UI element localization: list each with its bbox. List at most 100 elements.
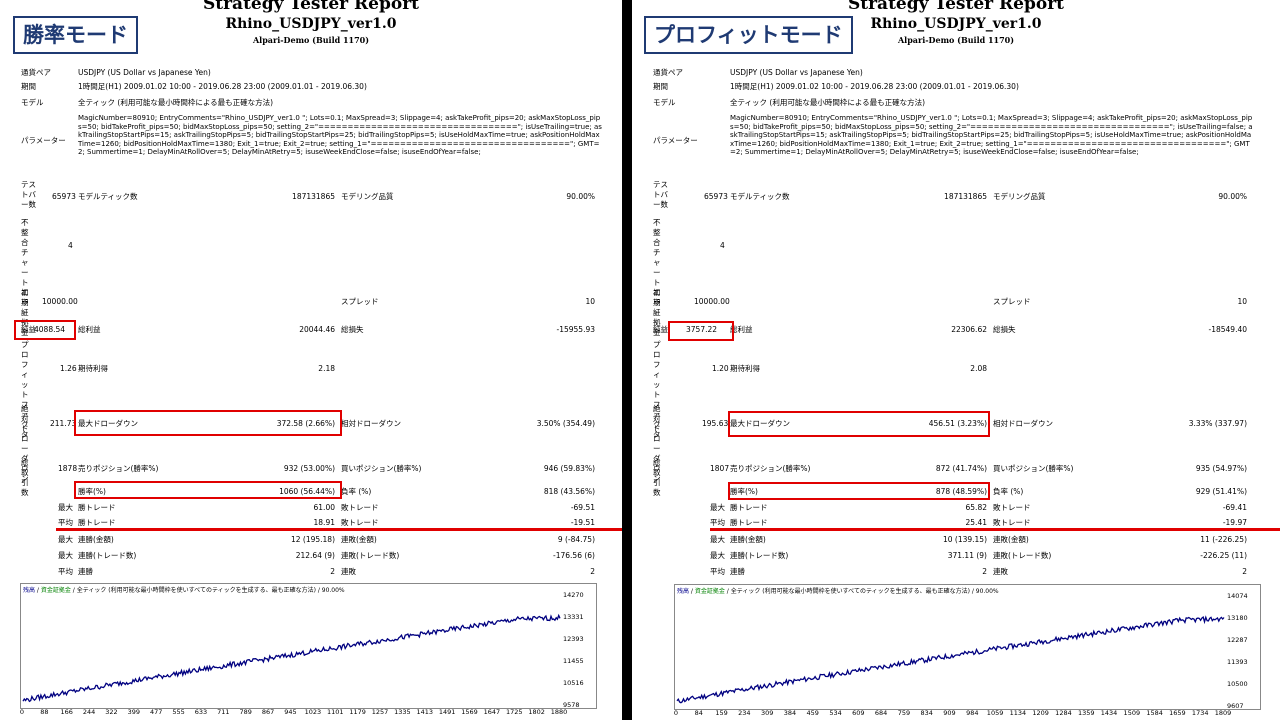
gross-loss-label: 総損失 — [993, 325, 1016, 334]
x-tick-label: 834 — [920, 709, 933, 717]
gross-profit-label: 総利益 — [730, 325, 753, 334]
long-label: 買いポジション(勝率%) — [993, 464, 1074, 473]
consec-loss-money-label: 連敗(金額) — [341, 535, 377, 544]
gross-loss-label: 総損失 — [341, 325, 364, 334]
lossrate-value: 929 (51.41%) — [1195, 487, 1247, 496]
consec-win-money-label: 連勝(金額) — [78, 535, 114, 544]
model-label: モデル — [21, 98, 44, 107]
maxdd-label: 最大ドローダウン — [730, 419, 790, 428]
x-tick-label: 1209 — [1032, 709, 1049, 717]
mode-title: プロフィットモード — [644, 16, 853, 54]
consec-win-money-label: 連勝(金額) — [730, 535, 766, 544]
lossrate-value: 818 (43.56%) — [543, 487, 595, 496]
report-panel-profit: Strategy Tester Report Rhino_USDJPY_ver1… — [632, 0, 1280, 720]
x-tick-label: 477 — [150, 708, 163, 716]
pair-label: 通貨ペア — [21, 68, 51, 77]
balance-line — [676, 615, 1225, 704]
mismatch-label: 不整合チャートエラー — [21, 218, 29, 317]
legend-balance: 残高 — [677, 588, 690, 595]
x-tick-label: 1134 — [1009, 709, 1027, 717]
period-label: 期間 — [21, 82, 36, 91]
avg-consec-win-label: 連勝 — [730, 567, 745, 576]
x-tick-label: 166 — [60, 708, 73, 716]
reldd-label: 相対ドローダウン — [993, 419, 1053, 428]
bars-value: 65973 — [704, 192, 728, 201]
x-tick-label: 1734 — [1191, 709, 1209, 717]
net-label: 純益 — [21, 325, 36, 334]
x-tick-label: 1659 — [1169, 709, 1186, 717]
y-tick-label: 13331 — [563, 613, 584, 621]
x-tick-label: 322 — [105, 708, 118, 716]
x-tick-label: 1725 — [505, 708, 523, 716]
balance-line-plot — [22, 613, 561, 703]
expected-value: 2.08 — [970, 364, 987, 373]
x-tick-label: 244 — [82, 708, 96, 716]
x-tick-label: 609 — [852, 709, 865, 717]
total-label: 総取引数 — [653, 458, 661, 497]
avg-consec-loss-label: 連敗 — [341, 567, 356, 576]
ticks-value: 187131865 — [944, 192, 987, 201]
model-value: 全ティック (利用可能な最小時間枠による最も正確な方法) — [730, 98, 926, 107]
x-tick-label: 88 — [40, 708, 49, 716]
x-tick-label: 459 — [806, 709, 819, 717]
avg-trade-underline — [710, 528, 1280, 531]
spread-value: 10 — [585, 297, 595, 306]
x-tick-label: 1880 — [550, 708, 568, 716]
x-tick-label: 0 — [19, 708, 25, 716]
absdd-value: 211.73 — [50, 419, 77, 428]
legend-description: / 全ティック (利用可能な最小時間枠を使いすべてのティックを生成する、最も正確… — [724, 588, 999, 595]
maxdd-value: 456.51 (3.23%) — [928, 419, 987, 428]
consec-win-money-value: 12 (195.18) — [290, 535, 335, 544]
legend-equity: 資金証拠金 — [40, 587, 71, 594]
consec-loss-count-value: -176.56 (6) — [553, 551, 595, 560]
gross-loss-value: -15955.93 — [556, 325, 596, 334]
x-tick-label: 1335 — [394, 708, 411, 716]
reldd-label: 相対ドローダウン — [341, 419, 401, 428]
spread-value: 10 — [1237, 297, 1247, 306]
report-subtitle: Rhino_USDJPY_ver1.0 — [870, 16, 1042, 32]
x-tick-label: 1359 — [1077, 709, 1095, 717]
consec-loss-count-label: 連敗(トレード数) — [993, 551, 1052, 560]
balance-chart: 残高 / 資金証拠金 / 全ティック (利用可能な最小時間枠を使いすべてのティッ… — [20, 583, 597, 709]
avg-label-1: 平均 — [58, 518, 73, 527]
x-tick-label: 1023 — [304, 708, 322, 716]
mode-title: 勝率モード — [13, 16, 138, 54]
deposit-label: 初期証拠金 — [21, 288, 29, 337]
legend-separator: / — [689, 588, 695, 595]
balance-line — [22, 613, 561, 703]
maxwin-label: 勝トレード — [730, 503, 768, 512]
x-tick-label: 1101 — [326, 708, 344, 716]
gross-profit-value: 22306.62 — [951, 325, 987, 334]
pf-value: 1.20 — [712, 364, 729, 373]
avg-consec-loss-label: 連敗 — [993, 567, 1008, 576]
max-label-2: 最大 — [58, 535, 73, 544]
y-tick-label: 9578 — [563, 701, 580, 709]
total-value: 1807 — [710, 464, 730, 473]
winrate-value: 878 (48.59%) — [935, 487, 987, 496]
absdd-label: 絶対ドローダウン — [21, 404, 29, 483]
quality-label: モデリング品質 — [993, 192, 1046, 201]
params-label: パラメーター — [653, 136, 698, 145]
avgloss-value: -19.51 — [570, 518, 595, 527]
spread-label: スプレッド — [341, 297, 379, 306]
y-tick-label: 12393 — [563, 635, 584, 643]
x-tick-label: 984 — [966, 709, 979, 717]
net-profit-highlight — [668, 321, 734, 341]
long-value: 935 (54.97%) — [1195, 464, 1247, 473]
report-title: Strategy Tester Report — [202, 0, 420, 14]
x-tick-label: 555 — [172, 708, 185, 716]
report-build: Alpari-Demo (Build 1170) — [897, 35, 1015, 45]
panel-divider — [622, 0, 632, 720]
short-value: 932 (53.00%) — [283, 464, 335, 473]
quality-value: 90.00% — [566, 192, 595, 201]
pf-value: 1.26 — [60, 364, 77, 373]
x-tick-label: 711 — [217, 708, 230, 716]
net-label: 純益 — [653, 325, 668, 334]
x-tick-label: 0 — [673, 709, 679, 717]
absdd-label: 絶対ドローダウン — [653, 404, 661, 483]
x-tick-label: 684 — [874, 709, 888, 717]
avgloss-label: 敗トレード — [993, 518, 1031, 527]
net-value: 3757.22 — [686, 325, 718, 334]
y-tick-label: 14270 — [563, 591, 584, 599]
gross-loss-value: -18549.40 — [1208, 325, 1248, 334]
